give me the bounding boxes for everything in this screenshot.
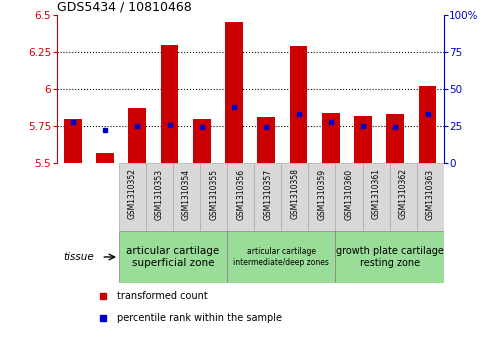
Text: GSM1310362: GSM1310362 bbox=[399, 168, 408, 220]
Bar bbox=[387, 114, 404, 163]
Bar bbox=[119, 163, 146, 231]
Bar bbox=[173, 163, 200, 231]
Bar bbox=[282, 163, 309, 231]
Bar bbox=[161, 45, 178, 163]
Text: GSM1310358: GSM1310358 bbox=[290, 168, 299, 220]
Bar bbox=[419, 86, 436, 163]
Bar bbox=[64, 119, 82, 163]
Bar bbox=[354, 116, 372, 163]
Bar bbox=[129, 108, 146, 163]
Text: GSM1310363: GSM1310363 bbox=[425, 168, 435, 220]
Bar bbox=[322, 113, 340, 163]
Bar bbox=[227, 163, 254, 231]
Bar bbox=[417, 163, 444, 231]
Text: GSM1310354: GSM1310354 bbox=[182, 168, 191, 220]
Bar bbox=[335, 163, 362, 231]
Bar bbox=[389, 163, 417, 231]
Bar bbox=[335, 231, 444, 283]
Text: GSM1310352: GSM1310352 bbox=[128, 168, 137, 220]
Text: percentile rank within the sample: percentile rank within the sample bbox=[117, 313, 282, 323]
Text: GSM1310353: GSM1310353 bbox=[155, 168, 164, 220]
Text: growth plate cartilage
resting zone: growth plate cartilage resting zone bbox=[336, 246, 444, 268]
Text: articular cartilage
intermediate/deep zones: articular cartilage intermediate/deep zo… bbox=[233, 247, 329, 267]
Bar bbox=[254, 163, 282, 231]
Bar bbox=[146, 163, 173, 231]
Bar bbox=[362, 163, 389, 231]
Text: transformed count: transformed count bbox=[117, 291, 208, 301]
Text: GSM1310357: GSM1310357 bbox=[263, 168, 272, 220]
Text: GSM1310359: GSM1310359 bbox=[317, 168, 326, 220]
Text: GSM1310361: GSM1310361 bbox=[372, 168, 381, 220]
Bar bbox=[119, 231, 227, 283]
Bar bbox=[200, 163, 227, 231]
Bar bbox=[193, 119, 211, 163]
Text: articular cartilage
superficial zone: articular cartilage superficial zone bbox=[126, 246, 220, 268]
Bar bbox=[227, 231, 335, 283]
Bar bbox=[96, 152, 114, 163]
Text: GDS5434 / 10810468: GDS5434 / 10810468 bbox=[57, 1, 191, 14]
Text: GSM1310356: GSM1310356 bbox=[236, 168, 245, 220]
Text: GSM1310360: GSM1310360 bbox=[345, 168, 353, 220]
Text: tissue: tissue bbox=[63, 252, 94, 262]
Bar bbox=[257, 117, 275, 163]
Bar bbox=[225, 23, 243, 163]
Bar bbox=[309, 163, 335, 231]
Bar bbox=[290, 46, 308, 163]
Text: GSM1310355: GSM1310355 bbox=[209, 168, 218, 220]
